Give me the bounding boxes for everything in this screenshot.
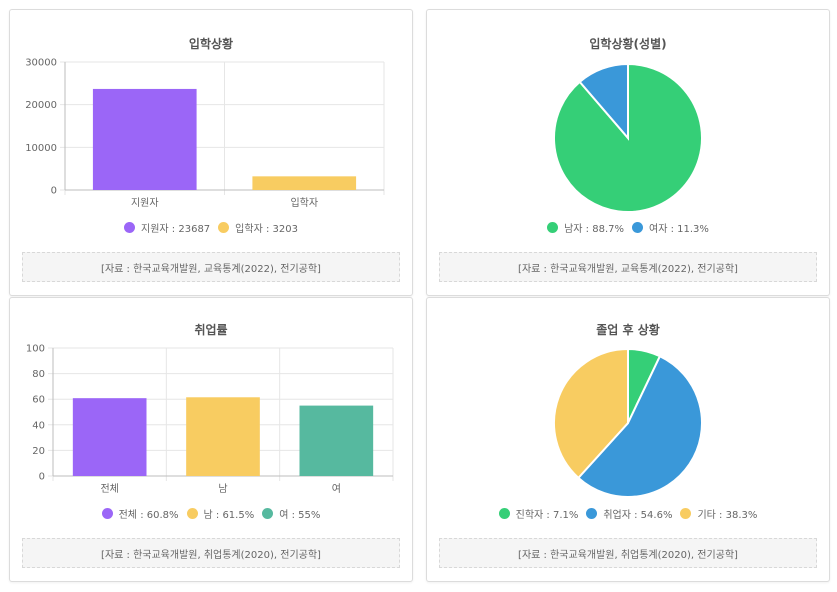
legend-label: 지원자 : 23687 <box>141 224 211 235</box>
admission-bar-chart: 0 10000 20000 30000 지원자 입학자 <box>25 58 385 209</box>
card-title: 입학상황(성별) <box>589 37 667 51</box>
admission-card: 입학상황 0 10000 20000 30000 지원자 입학자 지원자 : 23687 … <box>9 9 413 296</box>
chart-legend: 지원자 : 23687 입학자 : 3203 <box>10 220 412 235</box>
source-note: [자료 : 한국교육개발원, 취업통계(2020), 전기공학] <box>22 538 400 568</box>
y-tick-label: 20 <box>32 446 45 457</box>
legend-item-female[interactable]: 여 : 55% <box>262 506 320 521</box>
legend-item-female[interactable]: 여자 : 11.3% <box>632 220 709 235</box>
legend-swatch <box>586 508 598 519</box>
legend-item-other[interactable]: 기타 : 38.3% <box>680 506 757 521</box>
legend-label: 남 : 61.5% <box>203 510 255 521</box>
x-tick-label: 지원자 <box>131 197 159 209</box>
y-tick-label: 60 <box>32 395 45 406</box>
bar <box>252 176 357 190</box>
legend-label: 진학자 : 7.1% <box>515 510 579 521</box>
pie-slice <box>576 354 703 498</box>
x-tick-label: 입학자 <box>290 196 318 209</box>
bar <box>92 88 197 190</box>
legend-swatch <box>262 508 274 519</box>
pie-slice <box>578 62 629 141</box>
legend-swatch <box>124 222 136 233</box>
legend-item-total[interactable]: 전체 : 60.8% <box>101 506 179 521</box>
y-tick-label: 10000 <box>25 143 57 154</box>
chart-legend: 진학자 : 7.1% 취업자 : 54.6% 기타 : 38.3% <box>427 506 829 521</box>
x-tick-label: 남 <box>218 483 227 495</box>
x-tick-label: 전체 <box>100 483 118 495</box>
chart-legend: 남자 : 88.7% 여자 : 11.3% <box>427 220 829 235</box>
legend-label: 기타 : 38.3% <box>697 510 758 521</box>
legend-label: 남자 : 88.7% <box>564 224 624 235</box>
y-tick-label: 30000 <box>25 58 57 69</box>
legend-item-male[interactable]: 남자 : 88.7% <box>547 220 624 235</box>
legend-label: 여자 : 11.3% <box>649 224 709 235</box>
pie-slice <box>553 347 629 480</box>
legend-item-further-study[interactable]: 진학자 : 7.1% <box>498 506 579 521</box>
card-title: 입학상황 <box>188 37 234 51</box>
source-note: [자료 : 한국교육개발원, 교육통계(2022), 전기공학] <box>439 252 817 282</box>
legend-swatch <box>498 508 510 519</box>
employment-bar-chart: 0 20 40 60 80 100 전체 남 여 <box>26 344 394 495</box>
y-tick-label: 0 <box>51 186 57 197</box>
bar <box>72 398 147 476</box>
graduation-card: 졸업 후 상황 진학자 : 7.1% 취업자 : 54.6% 기타 : 38.3… <box>426 297 830 582</box>
legend-swatch <box>101 508 113 519</box>
y-tick-label: 0 <box>39 472 45 483</box>
legend-item-applicants[interactable]: 지원자 : 23687 <box>124 220 210 235</box>
legend-label: 입학자 : 3203 <box>235 224 298 235</box>
card-title: 취업률 <box>194 323 228 337</box>
legend-swatch <box>547 222 559 233</box>
y-tick-label: 80 <box>32 369 45 380</box>
y-tick-label: 20000 <box>25 100 57 111</box>
legend-item-admitted[interactable]: 입학자 : 3203 <box>218 220 298 235</box>
legend-label: 취업자 : 54.6% <box>603 510 673 521</box>
legend-label: 전체 : 60.8% <box>118 510 179 521</box>
legend-swatch <box>680 508 692 519</box>
admission-gender-pie-chart <box>553 62 703 213</box>
y-tick-label: 40 <box>32 420 45 431</box>
legend-item-employed[interactable]: 취업자 : 54.6% <box>586 506 672 521</box>
y-tick-label: 100 <box>26 344 45 355</box>
legend-swatch <box>186 508 198 519</box>
admission-gender-card: 입학상황(성별) 남자 : 88.7% 여자 : 11.3% [자료 : 한국교… <box>426 9 830 296</box>
legend-swatch <box>218 222 230 233</box>
graduation-pie-chart <box>553 347 703 498</box>
chart-legend: 전체 : 60.8% 남 : 61.5% 여 : 55% <box>10 506 412 521</box>
legend-item-male[interactable]: 남 : 61.5% <box>186 506 255 521</box>
legend-label: 여 : 55% <box>279 510 321 521</box>
card-title: 졸업 후 상황 <box>596 323 660 337</box>
legend-swatch <box>632 222 643 233</box>
bar <box>186 397 260 476</box>
bar <box>299 405 374 476</box>
source-note: [자료 : 한국교육개발원, 교육통계(2022), 전기공학] <box>22 252 400 282</box>
source-note: [자료 : 한국교육개발원, 취업통계(2020), 전기공학] <box>439 538 817 568</box>
employment-card: 취업률 0 20 40 60 80 100 전체 남 여 전체 : 60.8% 남 : 61.5… <box>9 297 413 582</box>
x-tick-label: 여 <box>332 483 341 495</box>
